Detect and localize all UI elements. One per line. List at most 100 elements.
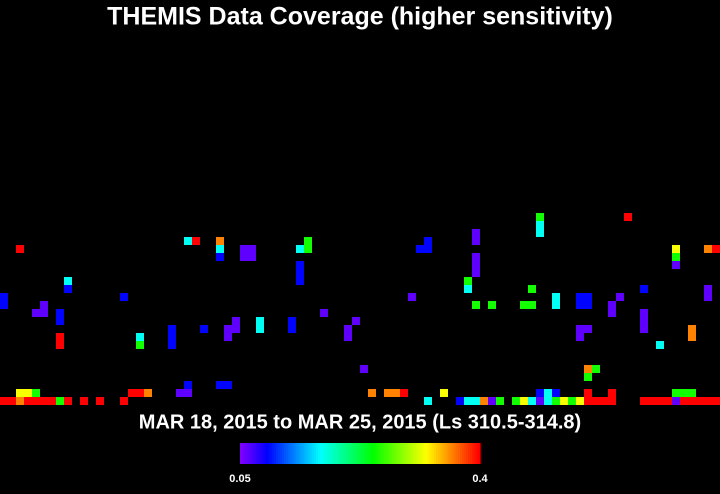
coverage-cell	[688, 397, 696, 405]
coverage-cell	[528, 285, 536, 293]
coverage-cell	[136, 333, 144, 341]
colorbar-swatch	[470, 443, 473, 464]
coverage-cell	[640, 397, 648, 405]
coverage-cell	[216, 245, 224, 253]
coverage-cell	[80, 397, 88, 405]
colorbar-swatch	[368, 443, 371, 464]
coverage-cell	[584, 301, 592, 309]
colorbar-swatch	[440, 443, 443, 464]
coverage-cell	[472, 397, 480, 405]
coverage-cell	[536, 213, 544, 221]
coverage-cell	[464, 277, 472, 285]
colorbar-swatch	[274, 443, 277, 464]
coverage-cell	[424, 237, 432, 245]
coverage-cell	[24, 397, 32, 405]
coverage-cell	[56, 333, 64, 341]
coverage-cell	[224, 381, 232, 389]
coverage-cell	[584, 365, 592, 373]
colorbar-swatch	[406, 443, 409, 464]
coverage-cell	[40, 301, 48, 309]
coverage-cell	[360, 365, 368, 373]
coverage-cell	[584, 397, 592, 405]
coverage-cell	[400, 389, 408, 397]
coverage-cell	[704, 285, 712, 293]
colorbar-swatch	[306, 443, 309, 464]
colorbar-swatch	[248, 443, 251, 464]
coverage-cell	[552, 389, 560, 397]
colorbar-swatch	[300, 443, 303, 464]
colorbar-swatch	[304, 443, 307, 464]
coverage-cell	[408, 293, 416, 301]
coverage-cell	[680, 397, 688, 405]
colorbar-swatch	[474, 443, 477, 464]
coverage-cell	[368, 389, 376, 397]
colorbar-swatch	[262, 443, 265, 464]
colorbar-swatch	[284, 443, 287, 464]
colorbar-swatch	[412, 443, 415, 464]
colorbar-swatch	[258, 443, 261, 464]
coverage-cell	[0, 293, 8, 301]
coverage-cell	[224, 325, 232, 333]
colorbar-swatch	[312, 443, 315, 464]
coverage-cell	[352, 317, 360, 325]
colorbar-swatch	[450, 443, 453, 464]
coverage-cell	[456, 397, 464, 405]
colorbar-swatch	[420, 443, 423, 464]
colorbar-swatch	[388, 443, 391, 464]
colorbar-swatch	[346, 443, 349, 464]
coverage-cell	[8, 397, 16, 405]
coverage-cell	[608, 389, 616, 397]
coverage-cell	[608, 309, 616, 317]
colorbar-swatch	[270, 443, 273, 464]
coverage-cell	[696, 397, 704, 405]
coverage-cell	[136, 389, 144, 397]
coverage-cell	[688, 325, 696, 333]
colorbar-swatch	[296, 443, 299, 464]
colorbar-swatch	[240, 443, 243, 464]
colorbar-swatch	[386, 443, 389, 464]
coverage-cell	[616, 293, 624, 301]
coverage-cell	[472, 229, 480, 237]
colorbar-swatch	[424, 443, 427, 464]
title: THEMIS Data Coverage (higher sensitivity…	[107, 3, 613, 31]
coverage-cell	[520, 397, 528, 405]
coverage-cell	[120, 397, 128, 405]
coverage-cell	[704, 293, 712, 301]
coverage-cell	[584, 389, 592, 397]
colorbar-swatch	[272, 443, 275, 464]
colorbar-swatch	[428, 443, 431, 464]
coverage-cell	[592, 365, 600, 373]
coverage-cell	[304, 237, 312, 245]
colorbar-swatch	[338, 443, 341, 464]
coverage-cell	[96, 397, 104, 405]
coverage-cell	[144, 389, 152, 397]
coverage-cell	[592, 397, 600, 405]
colorbar-swatch	[432, 443, 435, 464]
coverage-cell	[216, 237, 224, 245]
coverage-cell	[576, 397, 584, 405]
colorbar-swatch	[350, 443, 353, 464]
coverage-cell	[216, 381, 224, 389]
coverage-cell	[56, 397, 64, 405]
colorbar-swatch	[422, 443, 425, 464]
coverage-cell	[656, 341, 664, 349]
coverage-cell	[688, 389, 696, 397]
coverage-cell	[640, 317, 648, 325]
coverage-cell	[600, 397, 608, 405]
coverage-cell	[480, 397, 488, 405]
colorbar-swatch	[352, 443, 355, 464]
coverage-cell	[536, 221, 544, 229]
colorbar-swatch	[356, 443, 359, 464]
coverage-cell	[344, 325, 352, 333]
coverage-cell	[552, 293, 560, 301]
colorbar-swatch	[244, 443, 247, 464]
coverage-cell	[392, 389, 400, 397]
coverage-cell	[640, 325, 648, 333]
coverage-cell	[256, 325, 264, 333]
colorbar-swatch	[464, 443, 467, 464]
coverage-cell	[576, 293, 584, 301]
coverage-cell	[584, 325, 592, 333]
coverage-cell	[16, 389, 24, 397]
